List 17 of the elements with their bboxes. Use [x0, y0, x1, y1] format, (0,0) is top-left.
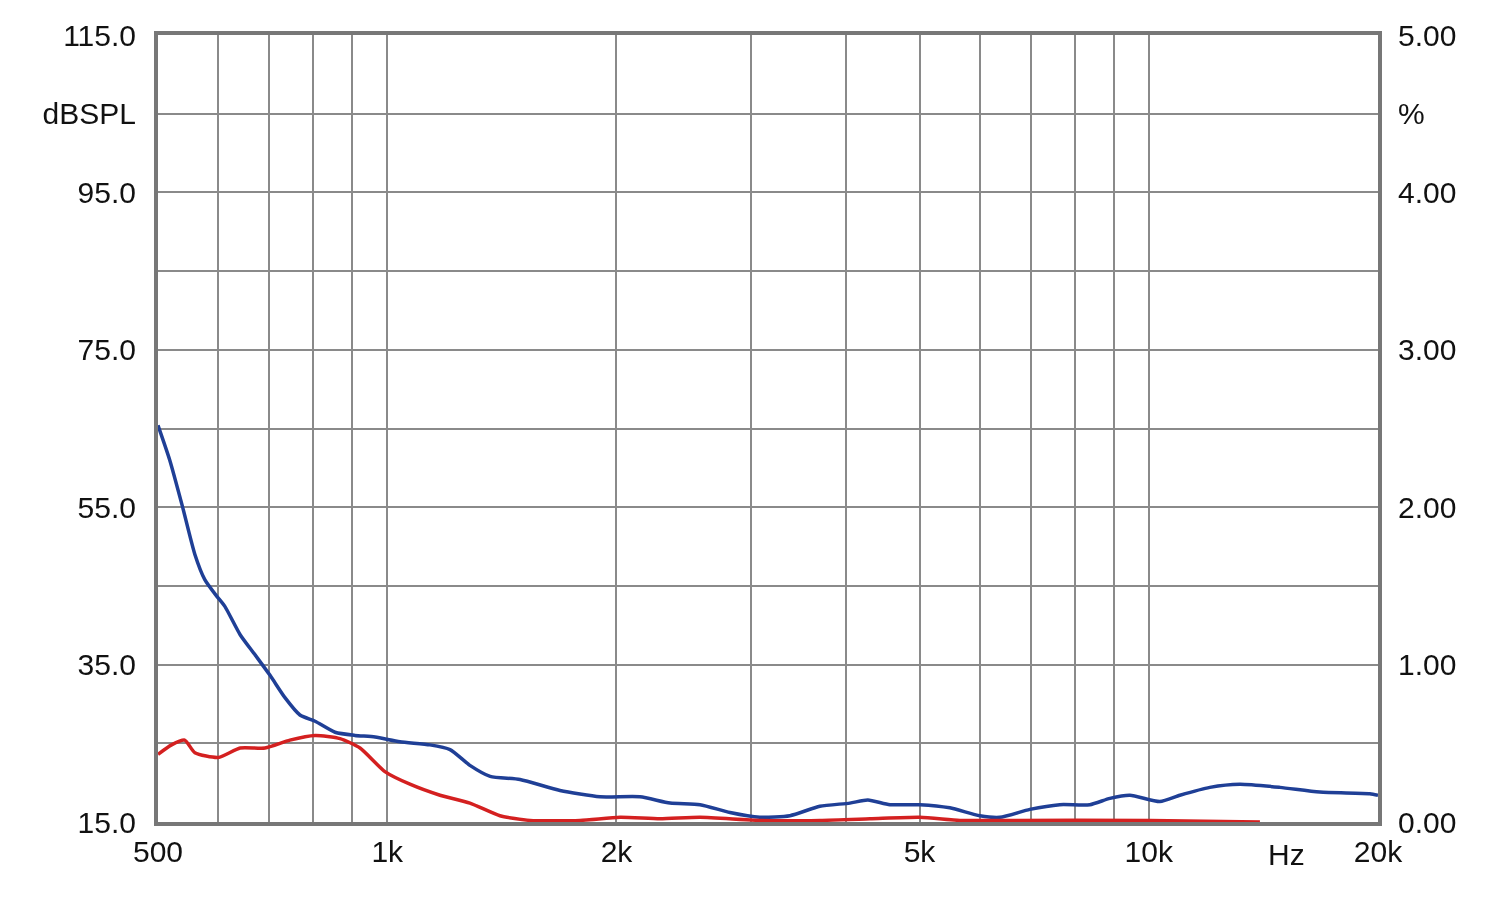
y-tick-label: 35.0	[77, 648, 136, 682]
x-tick-label: 5k	[903, 835, 937, 868]
y2-tick-label: 1.00	[1398, 648, 1457, 682]
y-tick-label: 75.0	[77, 333, 136, 367]
y2-tick-label: %	[1398, 97, 1425, 131]
x-tick-label: 10k	[1124, 835, 1174, 868]
y-tick-label: 115.0	[63, 18, 136, 52]
y-tick-label: 55.0	[77, 490, 136, 524]
x-tick-label: 2k	[600, 835, 634, 868]
y2-tick-label: 2.00	[1398, 490, 1457, 524]
y-tick-label: dBSPL	[42, 97, 136, 131]
x-axis-title: Hz	[1268, 838, 1305, 871]
y2-tick-label: 5.00	[1398, 18, 1457, 52]
y2-tick-label: 3.00	[1398, 333, 1457, 367]
y-tick-label: 95.0	[77, 175, 136, 209]
y2-tick-label: 4.00	[1398, 175, 1457, 209]
x-tick-label: 1k	[371, 835, 405, 868]
